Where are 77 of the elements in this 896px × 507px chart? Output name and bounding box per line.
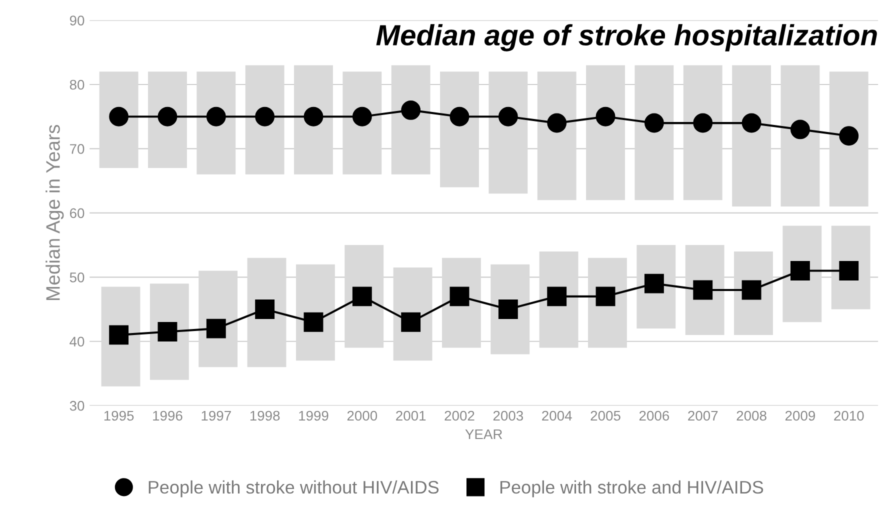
x-tick-label: 2003 — [493, 410, 524, 421]
y-axis-title: Median Age in Years — [46, 124, 64, 300]
point — [352, 106, 372, 126]
y-tick-label: 30 — [70, 400, 84, 411]
bar — [537, 72, 576, 200]
bar — [732, 65, 771, 207]
x-tick-label: 2009 — [785, 410, 815, 421]
point — [255, 300, 275, 319]
point — [693, 113, 713, 133]
point — [742, 113, 762, 133]
bar — [391, 65, 430, 174]
bar — [294, 65, 333, 174]
point — [644, 274, 664, 294]
point — [790, 261, 810, 280]
x-axis-title: YEAR — [465, 429, 502, 440]
point — [158, 322, 178, 342]
x-tick-label: 2006 — [639, 410, 670, 421]
x-tick-label: 2000 — [347, 410, 378, 421]
y-tick-label: 90 — [70, 16, 84, 26]
bar — [780, 65, 820, 207]
bar — [99, 72, 138, 168]
point — [839, 261, 859, 280]
point — [450, 106, 470, 126]
point — [644, 113, 664, 133]
point — [498, 300, 518, 319]
point — [790, 120, 810, 140]
x-tick-label: 2008 — [736, 410, 766, 421]
bar — [247, 258, 286, 368]
point — [547, 286, 567, 306]
point — [839, 126, 859, 146]
y-tick-label: 50 — [70, 272, 84, 282]
x-tick-label: 2010 — [834, 410, 864, 421]
x-tick-label: 2005 — [590, 410, 620, 421]
bar — [586, 65, 625, 200]
point — [109, 106, 129, 126]
chart-title: Median age of stroke hospitalization — [376, 24, 877, 52]
bar — [634, 65, 674, 200]
bar — [342, 72, 382, 174]
y-tick-label: 60 — [70, 208, 84, 218]
legend-label: People with stroke without HIV/AIDS — [148, 480, 439, 498]
point — [596, 286, 616, 306]
point — [304, 106, 324, 126]
bar — [440, 72, 479, 188]
point — [498, 106, 518, 126]
y-tick-label: 80 — [70, 80, 84, 90]
x-tick-label: 1996 — [153, 410, 182, 421]
x-tick-label: 1999 — [299, 410, 328, 421]
point — [109, 325, 129, 345]
x-tick-label: 1997 — [202, 410, 231, 421]
bar — [196, 72, 236, 174]
point — [401, 312, 421, 332]
bar — [488, 72, 528, 194]
point — [255, 106, 275, 126]
x-tick-label: 2001 — [396, 410, 426, 421]
x-tick-label: 1998 — [250, 410, 280, 421]
legend-label: People with stroke and HIV/AIDS — [500, 480, 764, 498]
point — [158, 106, 178, 126]
point — [206, 106, 226, 126]
bar — [245, 65, 284, 174]
point — [450, 286, 470, 306]
x-tick-label: 2007 — [688, 410, 718, 421]
bar — [829, 72, 868, 207]
point — [352, 286, 372, 306]
point — [304, 312, 324, 332]
x-tick-label: 1995 — [104, 410, 134, 421]
bar — [683, 65, 722, 200]
point — [742, 280, 762, 300]
y-tick-label: 70 — [70, 144, 84, 154]
point — [401, 100, 421, 120]
point — [693, 280, 713, 300]
bar — [148, 72, 187, 168]
x-tick-label: 2004 — [542, 410, 572, 421]
point — [596, 106, 616, 126]
point — [547, 113, 567, 133]
point — [206, 318, 226, 338]
x-tick-label: 2002 — [444, 410, 474, 421]
y-tick-label: 40 — [70, 336, 84, 347]
